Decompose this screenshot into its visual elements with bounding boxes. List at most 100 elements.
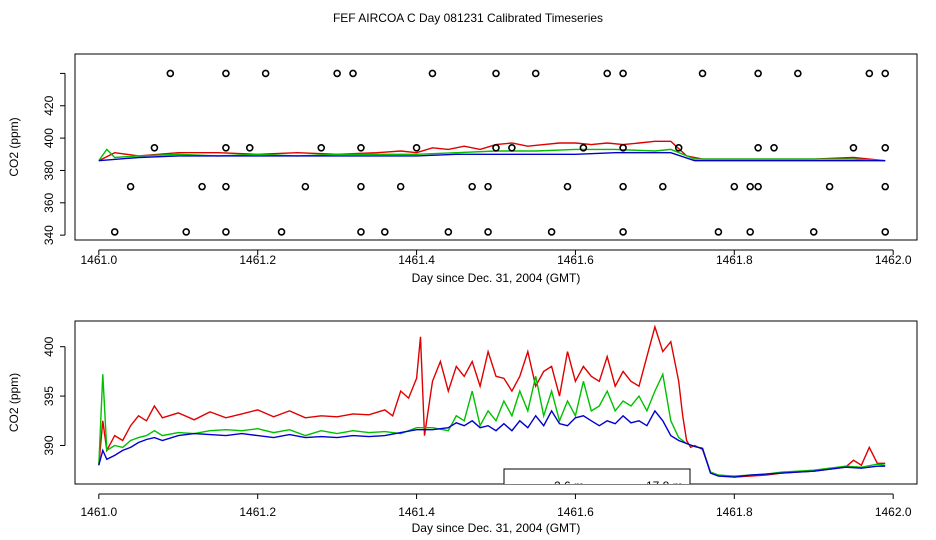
y-axis-label: CO2 (ppm) [7,117,21,176]
y-tick-label: 390 [42,435,56,455]
series-line-2 [98,409,886,478]
plot-frame [74,320,918,485]
calibration-point [547,228,556,236]
x-tick-label: 1461.0 [80,253,117,267]
calibration-point [674,144,683,152]
calibration-point [730,182,739,191]
calibration-point [412,144,421,152]
calibration-point [619,182,627,191]
x-tick-label: 1461.8 [716,505,753,519]
calibration-point [245,144,254,152]
calibration-point [428,69,437,78]
calibration-point [825,182,834,191]
calibration-point [881,182,890,191]
calibration-point [881,228,890,236]
plot-frame [74,53,918,241]
bottom-panel: 1461.0 1461.2 1461.4 1461.6 1461.8 1462.0 Day … [7,320,918,535]
calibration-point [849,144,858,152]
calibration-point [659,182,667,191]
calibration-point [357,182,365,191]
y-tick-label: 340 [42,225,56,245]
calibration-point [222,69,230,78]
calibration-point [619,228,627,236]
calibration-point [881,69,890,78]
top-panel: 1461.0 1461.2 1461.4 1461.6 1461.8 1462.0 Day … [7,53,918,285]
legend-label: 2.6 m [554,479,584,493]
calibration-point [261,69,270,78]
calibration-point [317,144,326,152]
x-tick-label: 1461.6 [557,505,594,519]
calibration-point [563,182,572,191]
calibration-point [881,144,890,152]
calibration-point [484,228,492,236]
calibration-point [579,144,588,152]
calibration-point [198,182,206,191]
calibration-point [150,144,159,152]
calibration-point [444,228,453,236]
calibration-point [770,144,778,152]
calibration-point [508,144,516,152]
series-line-1 [98,371,886,477]
calibration-point [492,69,500,78]
calibration-point [222,144,230,152]
calibration-point [333,69,341,78]
calibration-point [222,228,230,236]
x-tick-label: 1461.8 [716,253,753,267]
calibration-point [222,182,230,191]
chart-title: FEF AIRCOA C Day 081231 Calibrated Times… [333,11,603,25]
calibration-point [349,69,357,78]
x-tick-label: 1462.0 [875,505,912,519]
calibration-point [746,182,754,191]
y-tick-label: 360 [42,192,56,212]
series-line-0 [98,140,886,162]
x-axis-label: Day since Dec. 31, 2004 (GMT) [412,271,581,285]
calibration-point [492,144,500,152]
y-tick-label: 400 [42,128,56,148]
calibration-point [619,69,627,78]
x-tick-label: 1462.0 [875,253,912,267]
calibration-point [746,228,754,236]
y-tick-label: 400 [42,336,56,356]
x-tick-label: 1461.2 [239,505,276,519]
y-tick-label: 420 [42,95,56,115]
calibration-point [754,144,762,152]
calibration-point [110,228,119,236]
plot-area [98,324,886,478]
calibration-point [301,182,310,191]
calibration-point [714,228,723,236]
calibration-point [380,228,389,236]
y-tick-label: 395 [42,386,56,406]
calibration-point [357,144,365,152]
calibration-point [531,69,540,78]
calibration-point [126,182,135,191]
calibration-point [603,69,612,78]
legend: 2.6 m 17.8 m [503,468,691,493]
calibration-point [865,69,874,78]
y-tick-label: 380 [42,160,56,180]
calibration-point [357,228,365,236]
legend-box [503,468,691,484]
calibration-point [468,182,476,191]
calibration-point [182,228,191,236]
x-axis-label: Day since Dec. 31, 2004 (GMT) [412,521,581,535]
calibration-point [794,69,802,78]
series-line-2 [98,151,886,162]
calibration-point [166,69,175,78]
series-line-0 [98,324,886,478]
x-tick-label: 1461.6 [557,253,594,267]
calibration-point [277,228,286,236]
y-axis-label: CO2 (ppm) [7,373,21,432]
calibration-point [396,182,405,191]
legend-label: 17.8 m [646,479,683,493]
calibration-point [754,182,762,191]
plot-area [98,69,890,236]
calibration-point [754,69,762,78]
x-tick-label: 1461.4 [398,505,435,519]
series-line-1 [98,148,886,162]
calibration-point [619,144,627,152]
calibration-point [809,228,818,236]
calibration-point [484,182,492,191]
x-tick-label: 1461.4 [398,253,435,267]
x-tick-label: 1461.0 [80,505,117,519]
